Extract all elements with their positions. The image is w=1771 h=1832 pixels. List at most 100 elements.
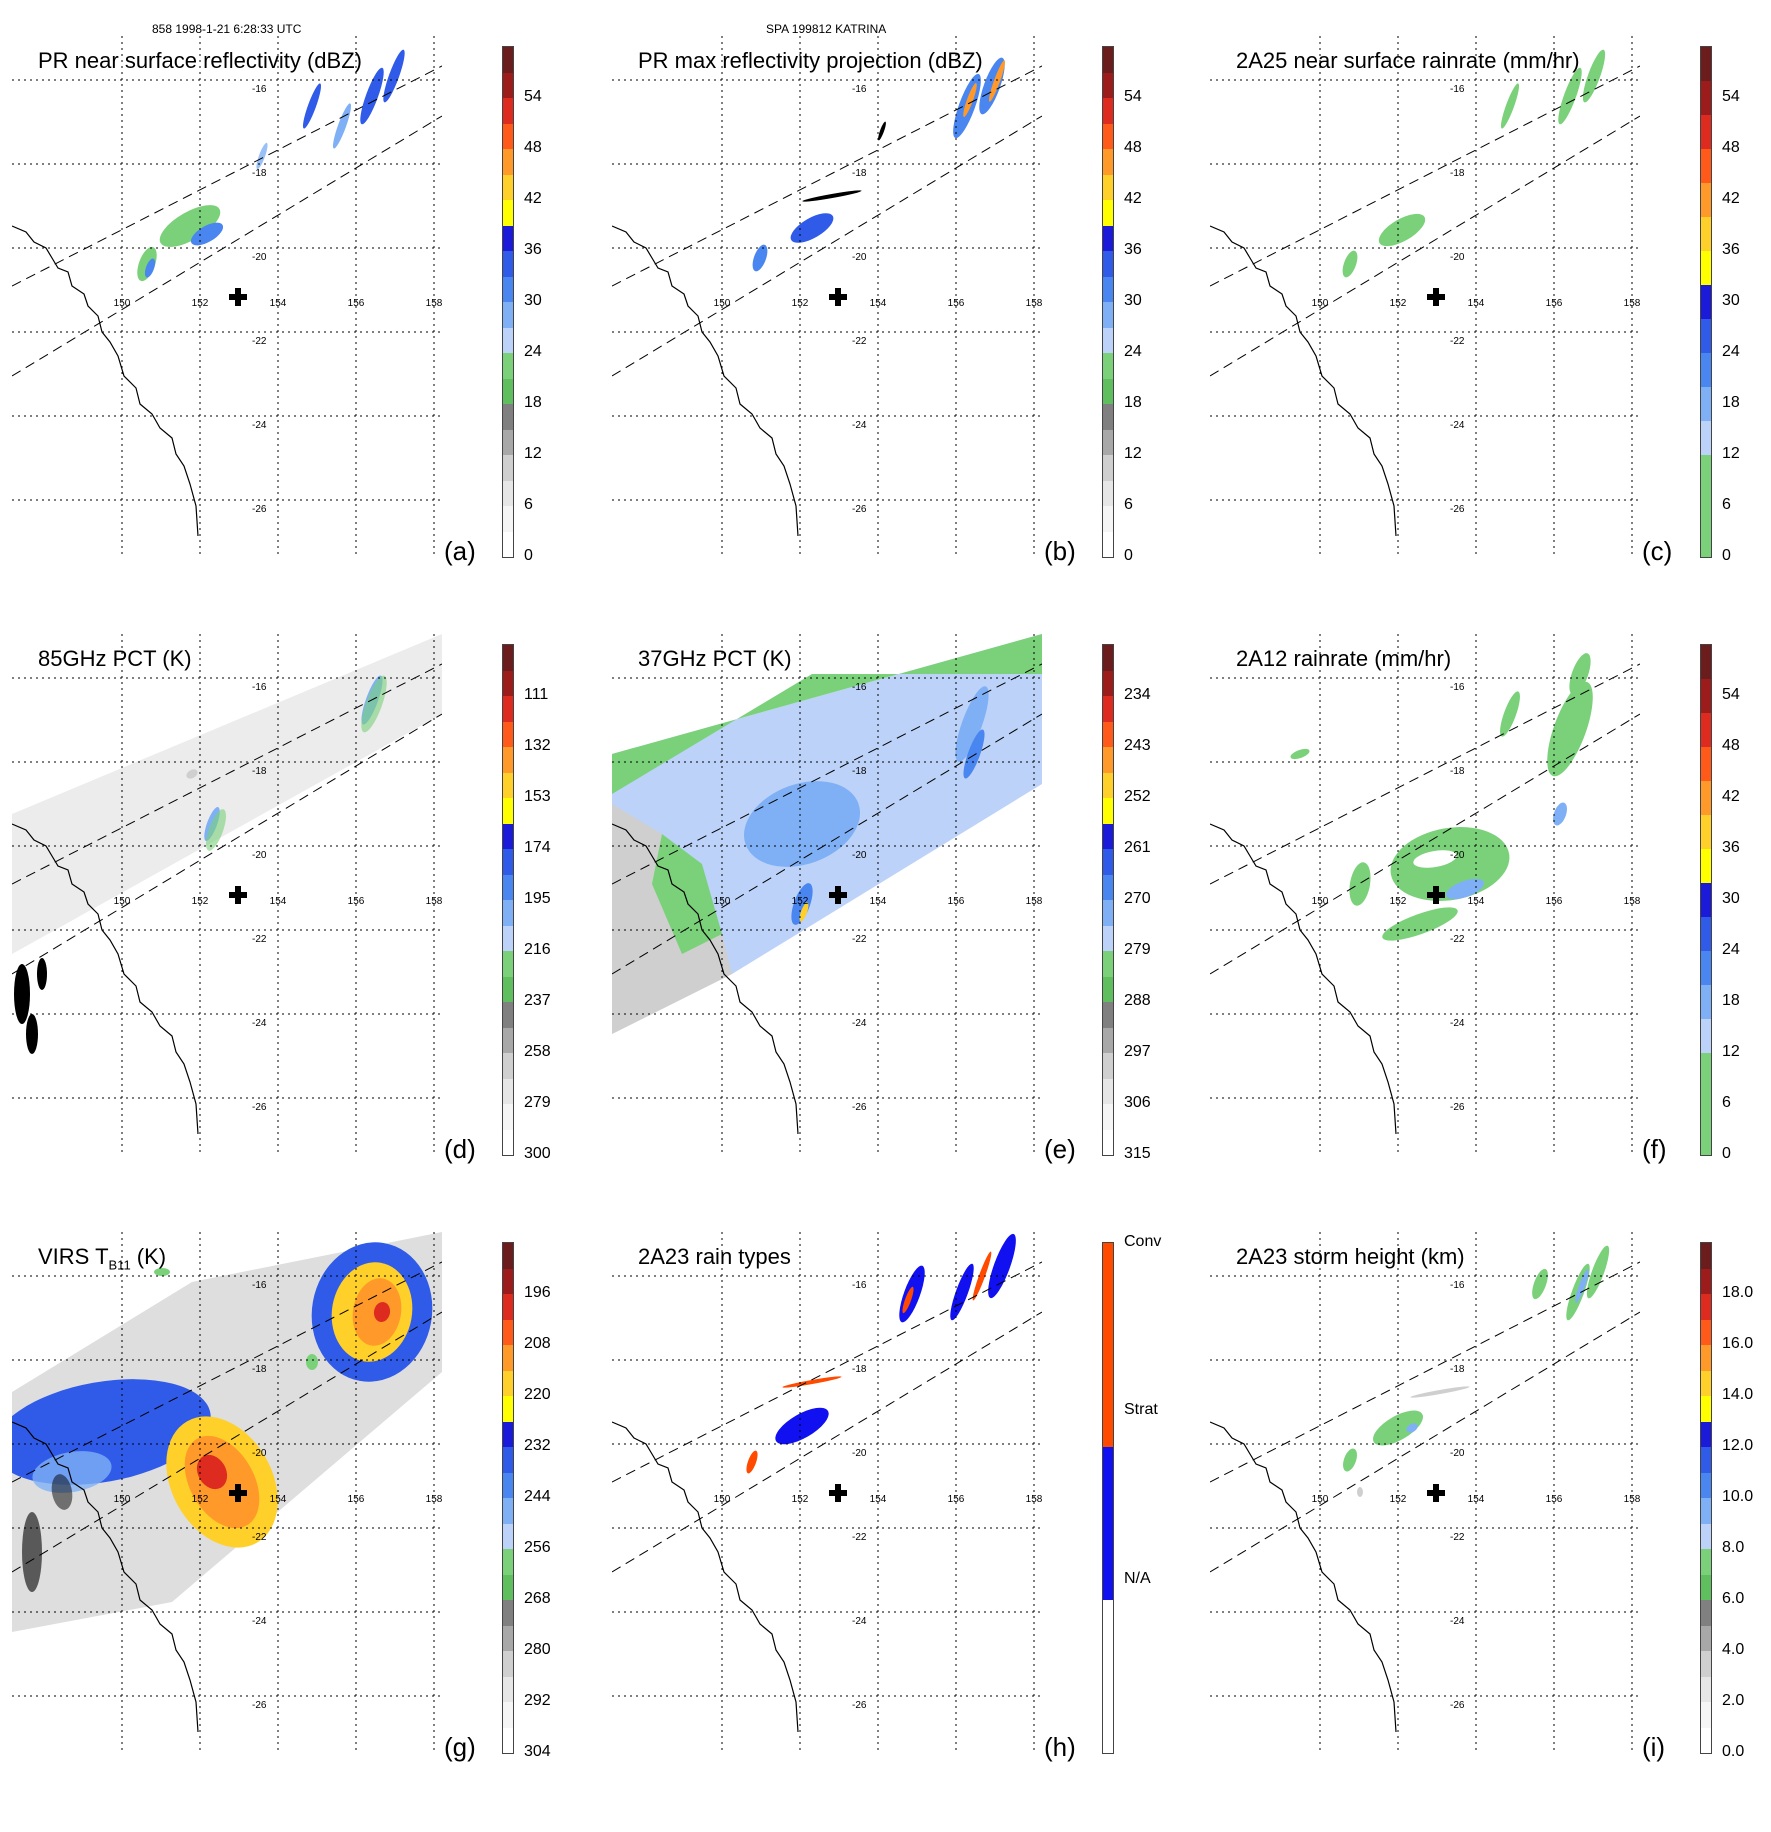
colorbar-tick-label: 36 <box>1722 241 1740 258</box>
colorbar-tick-label: 0.0 <box>1722 1743 1745 1760</box>
map-c: 150152154156158160-16-18-20-22-24-26 <box>1210 36 1640 556</box>
colorbar-tick-label: 243 <box>1124 737 1151 754</box>
colorbar-tick-label: 48 <box>1722 139 1740 156</box>
colorbar-segment <box>1103 823 1113 849</box>
colorbar-segment <box>1701 1447 1711 1473</box>
lon-label: 150 <box>714 1494 731 1505</box>
colorbar-segment <box>1103 925 1113 951</box>
colorbar-segment <box>1701 1651 1711 1677</box>
lon-label: 152 <box>1390 298 1407 309</box>
colorbar-segment <box>503 747 513 773</box>
colorbar-segment <box>1701 951 1711 985</box>
lat-label: -16 <box>1450 84 1465 95</box>
panel-letter: (c) <box>1642 536 1673 566</box>
lat-label: -26 <box>1450 1102 1465 1113</box>
panel-title: 2A23 rain types <box>638 1244 791 1269</box>
panel-d: 150152154156158160-16-18-20-22-24-2685GH… <box>12 634 612 1234</box>
colorbar-segment <box>1701 1676 1711 1702</box>
lon-label: 154 <box>1468 896 1485 907</box>
colorbar-tick-label: 208 <box>524 1335 551 1352</box>
colorbar-segment <box>1103 1651 1113 1702</box>
panel-title: 2A12 rainrate (mm/hr) <box>1236 646 1452 671</box>
colorbar-tick-label: 36 <box>524 241 542 258</box>
colorbar-segment <box>1701 81 1711 115</box>
colorbar-segment <box>1701 1600 1711 1626</box>
colorbar-segment <box>503 149 513 175</box>
lon-label: 156 <box>1546 298 1563 309</box>
colorbar-segment <box>503 1104 513 1130</box>
lat-label: -24 <box>252 420 267 431</box>
lat-label: -26 <box>852 504 867 515</box>
lat-label: -22 <box>1450 1532 1465 1543</box>
panel-letter: (b) <box>1044 536 1076 566</box>
colorbar-tick-label: 24 <box>1722 343 1740 360</box>
colorbar-segment <box>503 1472 513 1498</box>
colorbar-segment <box>1103 327 1113 353</box>
colorbar-tick-label: 279 <box>524 1094 551 1111</box>
colorbar-tick-label: 18 <box>1722 394 1740 411</box>
colorbar-segment <box>1103 1078 1113 1104</box>
colorbar-segment <box>1701 285 1711 319</box>
colorbar-segment <box>1103 404 1113 430</box>
lon-label: 152 <box>192 1494 209 1505</box>
panel-title: 2A23 storm height (km) <box>1236 1244 1465 1269</box>
colorbar-segment <box>1103 429 1113 455</box>
colorbar-segment <box>1701 849 1711 883</box>
colorbar-segment <box>1103 1129 1113 1155</box>
lon-label: 150 <box>114 896 131 907</box>
panel-title: 85GHz PCT (K) <box>38 646 192 671</box>
colorbar-tick-label: 306 <box>1124 1094 1151 1111</box>
colorbar-tick-label: 48 <box>524 139 542 156</box>
lat-label: -26 <box>252 1102 267 1113</box>
colorbar-tick-label: 252 <box>1124 788 1151 805</box>
lat-label: -20 <box>852 252 867 263</box>
colorbar-tick-label: N/A <box>1124 1569 1151 1587</box>
colorbar-segment <box>1701 115 1711 149</box>
lon-label: 152 <box>192 298 209 309</box>
colorbar-tick-label: Strat <box>1124 1401 1158 1419</box>
colorbar-segment <box>503 455 513 481</box>
colorbar-segment <box>1701 1319 1711 1345</box>
coastline <box>1210 1421 1397 1733</box>
colorbar-tick-label: 24 <box>1722 941 1740 958</box>
lat-label: -20 <box>852 850 867 861</box>
colorbar-tick-label: 0 <box>1722 547 1731 564</box>
colorbar-tick-label: 54 <box>1722 686 1740 703</box>
colorbar-segment <box>503 925 513 951</box>
panel-letter: (g) <box>444 1732 476 1762</box>
colorbar-tick-label: 24 <box>1124 343 1142 360</box>
swath-edge-south <box>612 115 1042 377</box>
map-h: 150152154156158160-16-18-20-22-24-26 <box>612 1232 1042 1752</box>
colorbar-segment <box>503 1370 513 1396</box>
lat-label: -16 <box>252 1280 267 1291</box>
storm-name-header: SPA 199812 KATRINA <box>766 22 887 36</box>
panel-title: PR near surface reflectivity (dBZ) <box>38 48 362 73</box>
colorbar-segment <box>1103 302 1113 328</box>
colorbar-tick-label: 270 <box>1124 890 1151 907</box>
colorbar-segment <box>1103 225 1113 251</box>
colorbar-segment <box>1701 421 1711 455</box>
colorbar-segment <box>1103 531 1113 557</box>
colorbar-segment <box>1701 781 1711 815</box>
colorbar-segment <box>1701 1625 1711 1651</box>
lon-label: 158 <box>1026 298 1042 309</box>
colorbar-segment <box>503 1027 513 1053</box>
colorbar <box>1700 46 1712 558</box>
colorbar-segment <box>1701 353 1711 387</box>
colorbar-segment <box>1103 353 1113 379</box>
colorbar-tick-label: 8.0 <box>1722 1539 1745 1556</box>
colorbar-tick-label: 54 <box>1722 88 1740 105</box>
colorbar-tick-label: 195 <box>524 890 551 907</box>
lat-label: -24 <box>852 420 867 431</box>
colorbar-segment <box>503 1447 513 1473</box>
lon-label: 152 <box>192 896 209 907</box>
swath-edge-south <box>1210 115 1640 377</box>
map-e: 150152154156158160-16-18-20-22-24-26 <box>612 634 1042 1154</box>
lat-label: -24 <box>1450 1616 1465 1627</box>
swath-edge-south <box>1210 1311 1640 1573</box>
panel-g: 150152154156158160-16-18-20-22-24-26VIRS… <box>12 1232 612 1832</box>
colorbar-tick-label: 42 <box>1124 190 1142 207</box>
colorbar-segment <box>1701 883 1711 917</box>
colorbar-segment <box>1103 506 1113 532</box>
coastline <box>612 1421 799 1733</box>
